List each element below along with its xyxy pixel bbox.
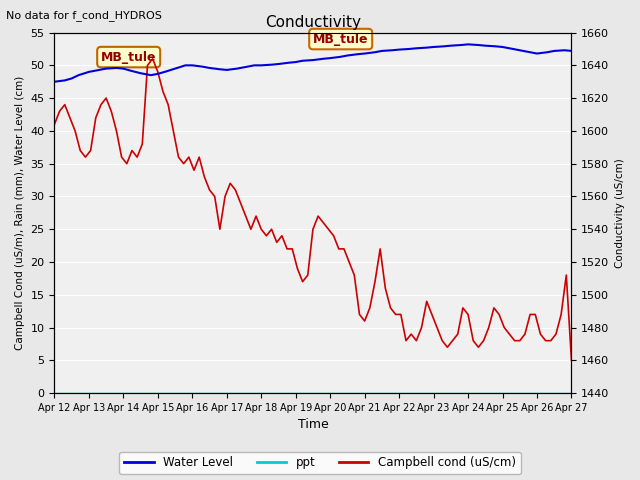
Text: MB_tule: MB_tule: [313, 33, 369, 46]
Y-axis label: Campbell Cond (uS/m), Rain (mm), Water Level (cm): Campbell Cond (uS/m), Rain (mm), Water L…: [15, 76, 25, 350]
Y-axis label: Conductivity (uS/cm): Conductivity (uS/cm): [615, 158, 625, 268]
X-axis label: Time: Time: [298, 419, 328, 432]
Text: MB_tule: MB_tule: [101, 50, 156, 63]
Title: Conductivity: Conductivity: [265, 15, 361, 30]
Legend: Water Level, ppt, Campbell cond (uS/cm): Water Level, ppt, Campbell cond (uS/cm): [119, 452, 521, 474]
Text: No data for f_cond_HYDROS: No data for f_cond_HYDROS: [6, 10, 163, 21]
